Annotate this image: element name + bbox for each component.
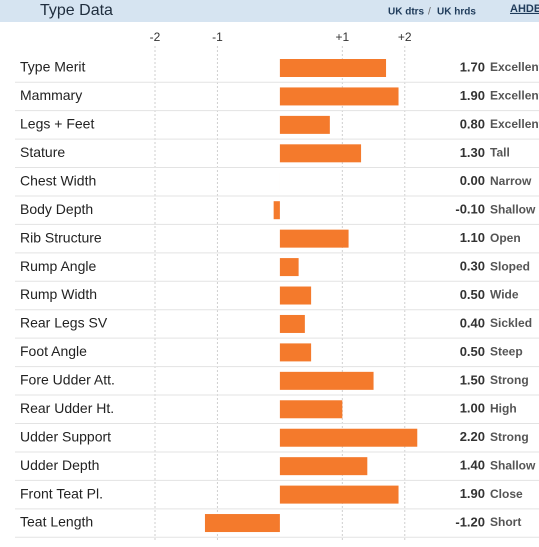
bar: [279, 343, 312, 362]
descriptor: Shallow: [490, 458, 536, 472]
x-tick-label: -2: [150, 30, 161, 44]
bar: [204, 514, 280, 533]
value-label: 1.90: [460, 486, 485, 501]
value-label: 1.10: [460, 230, 485, 245]
value-label: 0.80: [460, 116, 485, 131]
x-tick-label: +2: [398, 30, 412, 44]
descriptor: Strong: [490, 430, 529, 444]
value-label: 1.40: [460, 458, 485, 473]
bar: [279, 314, 305, 333]
bar: [279, 258, 299, 277]
value-label: 1.70: [460, 59, 485, 74]
row-label: Rear Udder Ht.: [20, 400, 114, 416]
bar: [279, 59, 387, 77]
value-label: 0.30: [460, 259, 485, 274]
bar: [279, 400, 343, 419]
row-label: Mammary: [20, 87, 82, 103]
row-label: Front Teat Pl.: [20, 485, 103, 501]
row-label: Rump Angle: [20, 258, 96, 274]
bar: [279, 115, 330, 134]
value-label: -0.10: [455, 202, 485, 217]
descriptor: Excellent: [490, 117, 539, 131]
value-label: 1.00: [460, 401, 485, 416]
row-label: Body Depth: [20, 201, 93, 217]
bar: [279, 144, 362, 163]
value-label: 0.00: [460, 173, 485, 188]
x-tick-label: -1: [212, 30, 223, 44]
value-label: 0.50: [460, 287, 485, 302]
logo[interactable]: AHDB: [510, 3, 539, 15]
row-label: Udder Depth: [20, 457, 99, 473]
descriptor: Open: [490, 231, 521, 245]
row-label: Fore Udder Att.: [20, 372, 115, 388]
bar: [279, 371, 374, 390]
descriptor: Sickled: [490, 316, 532, 330]
chart-title: Type Data: [40, 2, 113, 19]
row-label: Rib Structure: [20, 229, 102, 245]
value-label: 2.20: [460, 429, 485, 444]
bar: [279, 485, 399, 504]
value-label: -1.20: [455, 514, 485, 529]
descriptor: Shallow: [490, 202, 536, 216]
descriptor: Strong: [490, 373, 529, 387]
row-label: Chest Width: [20, 172, 96, 188]
x-tick-label: +1: [335, 30, 349, 44]
bar: [279, 457, 368, 476]
bar: [279, 229, 349, 248]
row-label: Stature: [20, 144, 65, 160]
row-label: Rear Legs SV: [20, 315, 108, 331]
descriptor: High: [490, 401, 517, 415]
descriptor: Tall: [490, 145, 510, 159]
row-label: Udder Support: [20, 428, 111, 444]
descriptor: Wide: [490, 288, 519, 302]
bar: [279, 428, 418, 447]
header-bar: [0, 0, 539, 22]
value-label: 1.30: [460, 145, 485, 160]
value-label: 1.90: [460, 88, 485, 103]
descriptor: Short: [490, 515, 521, 529]
row-label: Rump Width: [20, 286, 97, 302]
bar: [273, 201, 280, 220]
value-label: 0.40: [460, 315, 485, 330]
row-label: Legs + Feet: [20, 116, 94, 132]
descriptor: Excellent: [490, 60, 539, 74]
row-label: Foot Angle: [20, 343, 87, 359]
row-label: Type Merit: [20, 59, 85, 75]
row-label: Teat Length: [20, 514, 93, 530]
value-label: 0.50: [460, 344, 485, 359]
descriptor: Excellent: [490, 89, 539, 103]
bar: [279, 87, 399, 106]
descriptor: Steep: [490, 345, 523, 359]
descriptor: Close: [490, 487, 523, 501]
bar: [279, 286, 312, 305]
descriptor: Sloped: [490, 259, 530, 273]
value-label: 1.50: [460, 372, 485, 387]
header-link[interactable]: UK dtrs: [388, 7, 425, 18]
descriptor: Narrow: [490, 174, 532, 188]
separator: /: [428, 7, 431, 18]
header-link[interactable]: UK hrds: [437, 7, 476, 18]
